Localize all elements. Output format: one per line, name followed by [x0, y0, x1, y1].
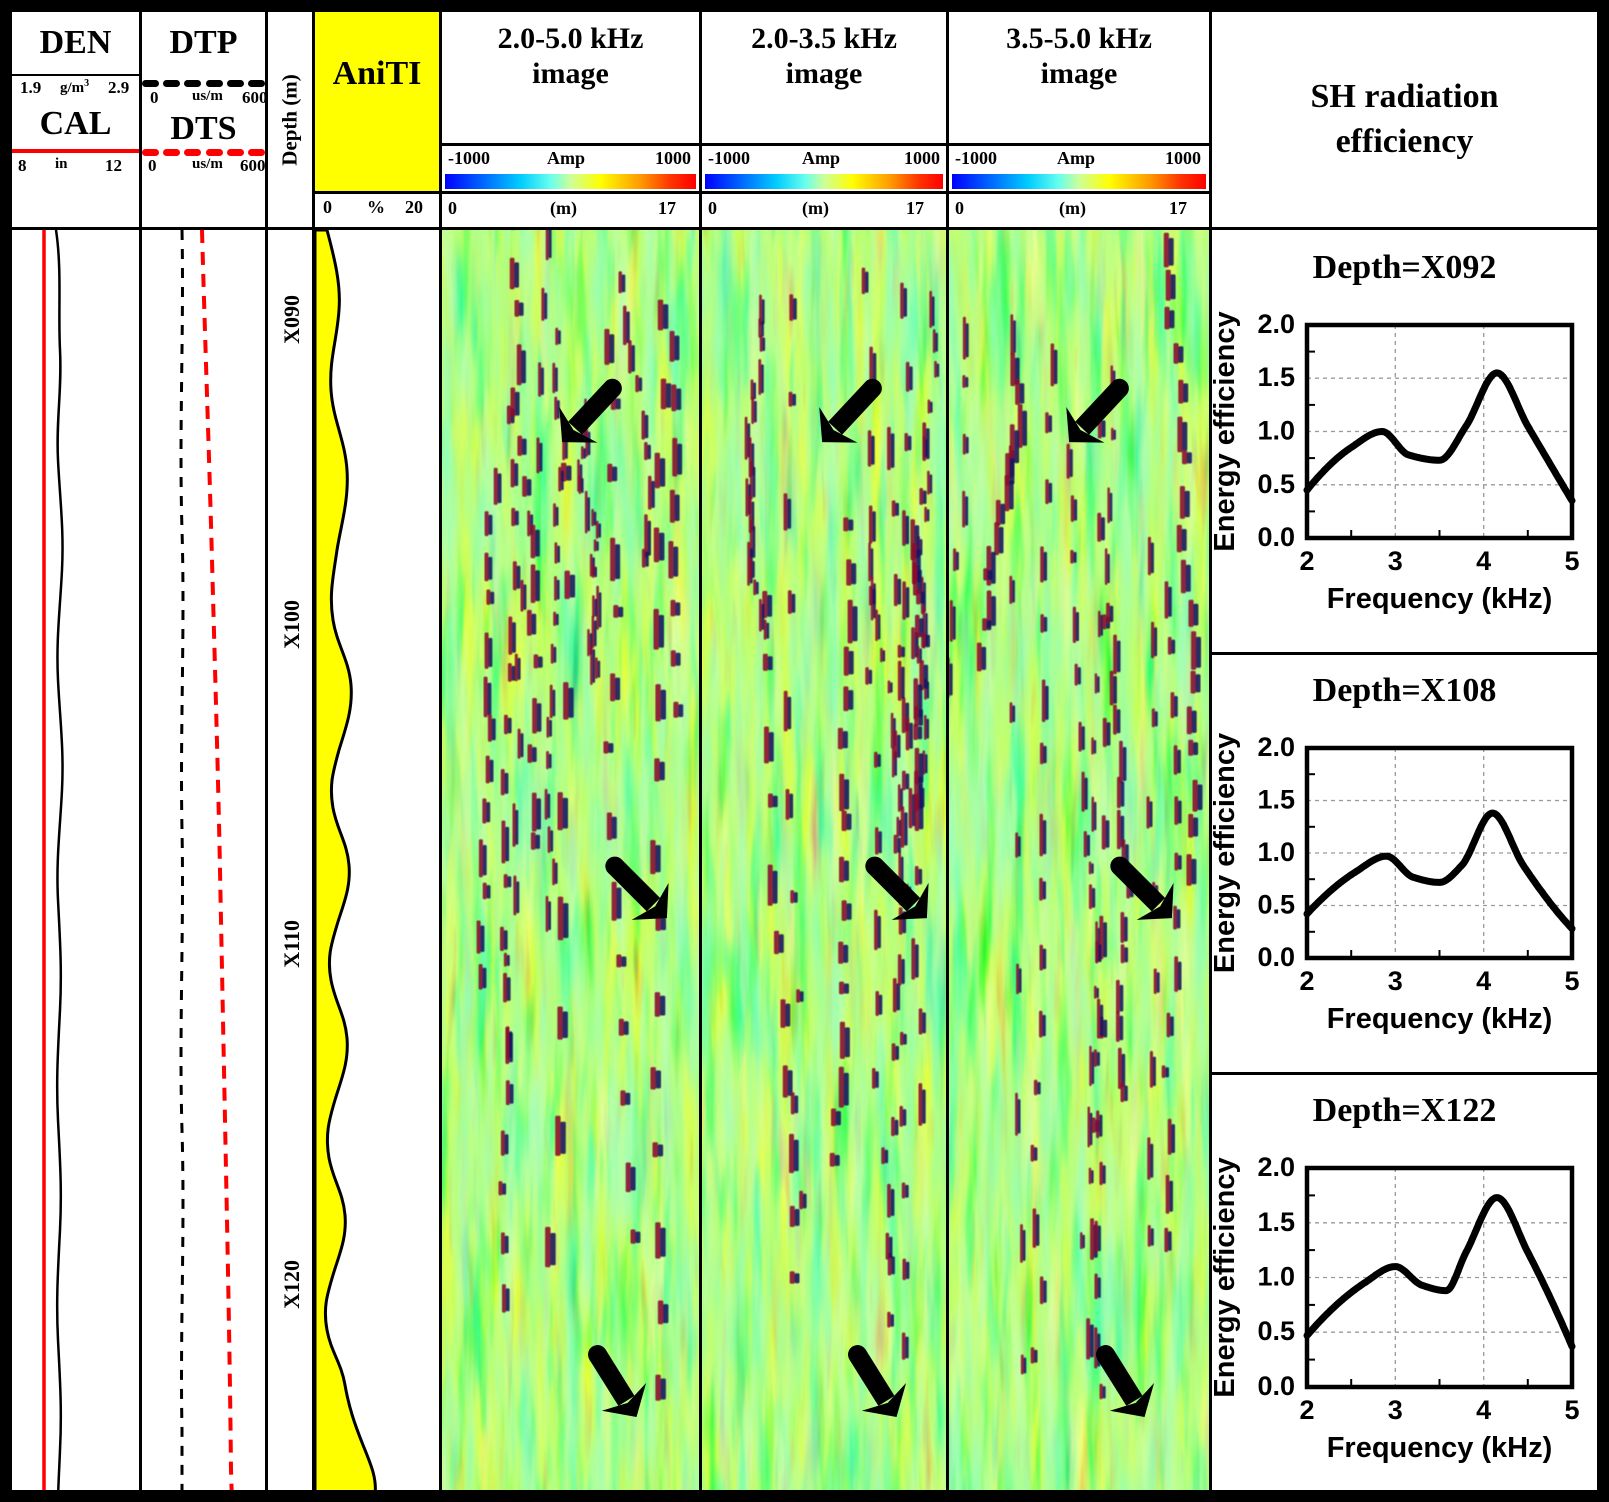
svg-text:0.0: 0.0	[1257, 1371, 1295, 1401]
svg-text:Frequency (kHz): Frequency (kHz)	[1327, 1432, 1553, 1464]
svg-text:1.5: 1.5	[1257, 785, 1295, 815]
svg-text:0.5: 0.5	[1257, 890, 1295, 920]
svg-text:0.0: 0.0	[1257, 522, 1295, 552]
svg-text:0.0: 0.0	[1257, 942, 1295, 972]
svg-text:2.0: 2.0	[1257, 309, 1295, 339]
svg-text:1.5: 1.5	[1257, 362, 1295, 392]
svg-text:2: 2	[1299, 1395, 1314, 1425]
svg-text:Energy efficiency: Energy efficiency	[1212, 311, 1241, 551]
svg-text:2: 2	[1299, 546, 1314, 576]
svg-text:4: 4	[1476, 546, 1491, 576]
svg-text:3: 3	[1388, 546, 1403, 576]
svg-text:Depth=X122: Depth=X122	[1313, 1092, 1497, 1129]
svg-text:3: 3	[1388, 966, 1403, 996]
svg-text:2.0: 2.0	[1257, 1152, 1295, 1182]
svg-text:0.5: 0.5	[1257, 469, 1295, 499]
svg-text:3: 3	[1388, 1395, 1403, 1425]
svg-text:Depth=X108: Depth=X108	[1313, 672, 1497, 709]
svg-text:0.5: 0.5	[1257, 1316, 1295, 1346]
svg-text:1.0: 1.0	[1257, 1262, 1295, 1292]
svg-text:5: 5	[1564, 966, 1579, 996]
svg-text:Frequency (kHz): Frequency (kHz)	[1327, 1003, 1553, 1035]
svg-text:5: 5	[1564, 1395, 1579, 1425]
svg-text:Energy efficiency: Energy efficiency	[1212, 1157, 1241, 1397]
svg-text:4: 4	[1476, 966, 1491, 996]
svg-text:1.0: 1.0	[1257, 416, 1295, 446]
svg-text:2: 2	[1299, 966, 1314, 996]
svg-text:1.5: 1.5	[1257, 1207, 1295, 1237]
svg-text:2.0: 2.0	[1257, 732, 1295, 762]
svg-text:5: 5	[1564, 546, 1579, 576]
svg-text:Depth=X092: Depth=X092	[1313, 249, 1497, 286]
svg-text:Frequency (kHz): Frequency (kHz)	[1327, 583, 1553, 615]
svg-text:4: 4	[1476, 1395, 1491, 1425]
svg-text:Energy efficiency: Energy efficiency	[1212, 733, 1241, 973]
svg-text:1.0: 1.0	[1257, 837, 1295, 867]
